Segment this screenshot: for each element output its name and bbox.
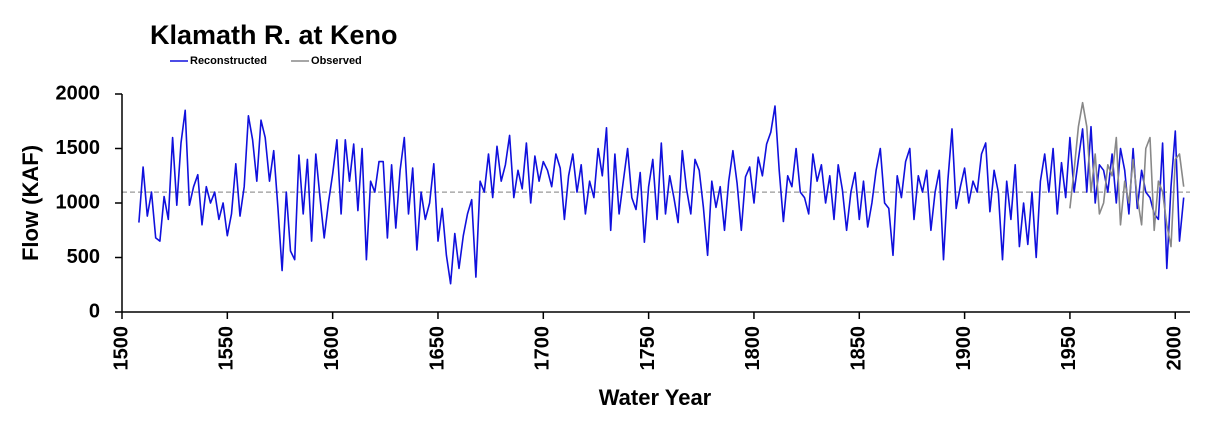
y-axis-title: Flow (KAF)	[18, 145, 43, 261]
x-tick-label: 1550	[216, 326, 238, 371]
y-tick-label: 2000	[56, 82, 101, 104]
x-tick-label: 1700	[532, 326, 554, 371]
x-tick-label: 1600	[321, 326, 343, 371]
x-axis-title: Water Year	[599, 385, 712, 410]
x-tick-label: 1850	[848, 326, 870, 371]
series-line	[138, 105, 1185, 285]
series-line	[1069, 101, 1185, 248]
legend-label: Observed	[311, 55, 362, 67]
y-tick-label: 1500	[56, 137, 101, 159]
x-tick-label: 1500	[110, 326, 132, 371]
y-tick-label: 500	[67, 246, 100, 268]
chart-title: Klamath R. at Keno	[150, 20, 398, 50]
x-tick-label: 1950	[1058, 326, 1080, 371]
y-tick-label: 1000	[56, 191, 101, 213]
x-tick-label: 1900	[953, 326, 975, 371]
x-tick-label: 1750	[637, 326, 659, 371]
x-tick-label: 2000	[1164, 326, 1186, 371]
x-tick-label: 1650	[426, 326, 448, 371]
x-tick-label: 1800	[742, 326, 764, 371]
legend-label: Reconstructed	[190, 55, 267, 67]
y-tick-label: 0	[89, 300, 100, 322]
